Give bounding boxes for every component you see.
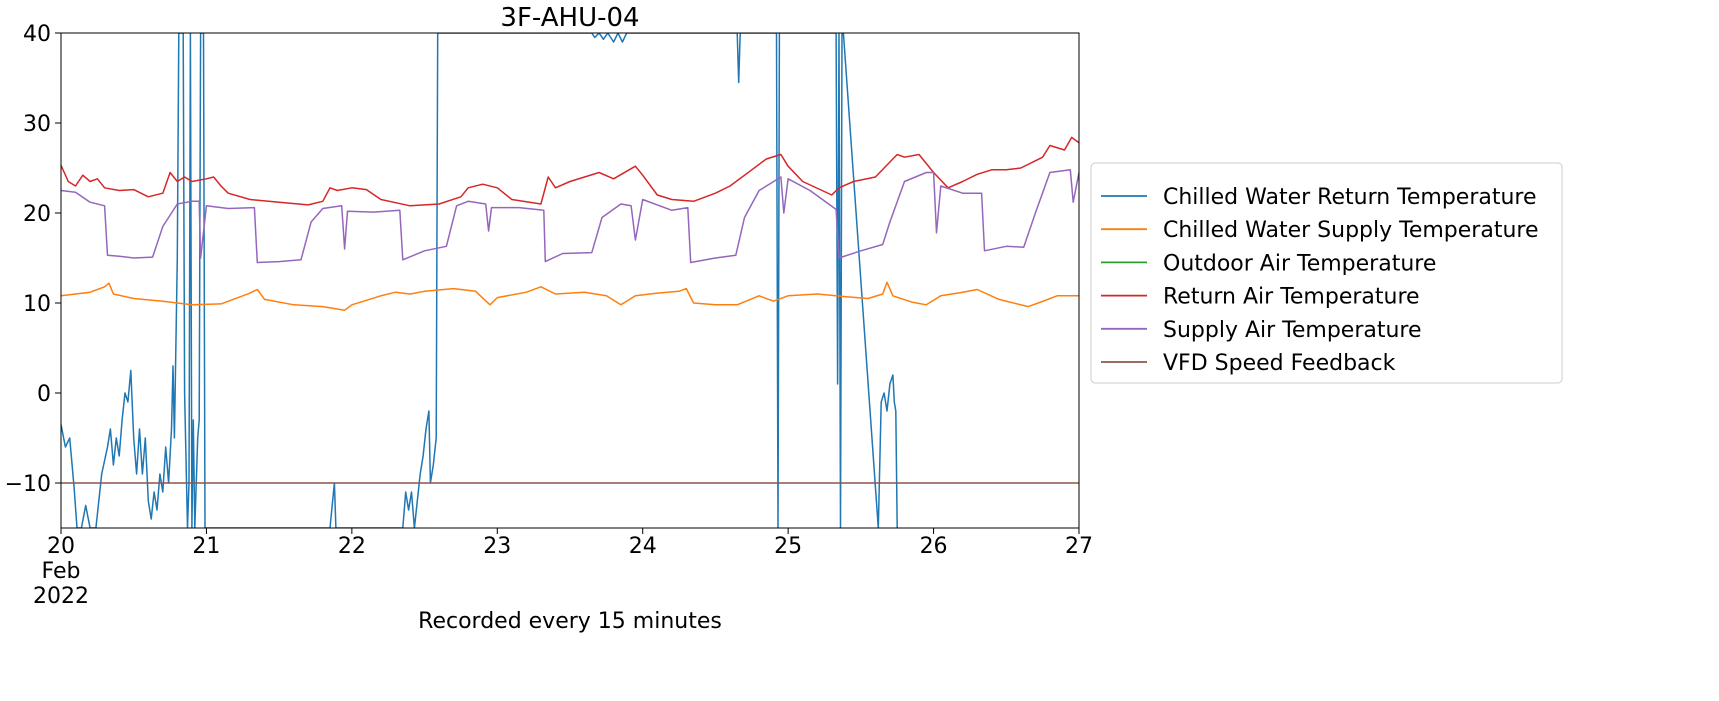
y-tick-label: −10 (5, 472, 51, 497)
x-tick-label: 24 (629, 534, 657, 559)
y-tick-label: 0 (37, 382, 51, 407)
legend: Chilled Water Return Temperature Chilled … (1090, 162, 1563, 384)
legend-label: Return Air Temperature (1163, 285, 1420, 310)
y-tick-label: 10 (23, 292, 51, 317)
x-tick-sublabel: 2022 (33, 584, 89, 609)
series-layer (61, 33, 1079, 528)
series-line-4 (61, 169, 1079, 264)
series-line-0 (61, 33, 898, 528)
legend-label: Supply Air Temperature (1163, 318, 1422, 343)
x-tick-label: 25 (774, 534, 802, 559)
x-tick-sublabel: Feb (42, 559, 81, 584)
y-tick-label: 20 (23, 202, 51, 227)
x-tick-label: 27 (1065, 534, 1093, 559)
x-tick-label: 20 (47, 534, 75, 559)
legend-box (1090, 162, 1563, 384)
x-tick-label: 23 (483, 534, 511, 559)
series-line-3 (61, 136, 1079, 207)
x-axis-label: Recorded every 15 minutes (418, 609, 722, 634)
y-tick-label: 30 (23, 112, 51, 137)
chart-title: 3F-AHU-04 (500, 3, 639, 33)
x-tick-label: 21 (192, 534, 220, 559)
series-line-1 (61, 281, 1079, 311)
x-tick-label: 26 (920, 534, 948, 559)
legend-label: VFD Speed Feedback (1163, 351, 1396, 376)
y-tick-label: 40 (23, 22, 51, 47)
legend-label: Outdoor Air Temperature (1163, 251, 1436, 276)
y-axis: −10 0 10 20 30 40 (5, 22, 61, 497)
x-tick-label: 22 (338, 534, 366, 559)
legend-label: Chilled Water Supply Temperature (1163, 218, 1538, 243)
plot-frame (60, 32, 1080, 529)
legend-label: Chilled Water Return Temperature (1163, 185, 1537, 210)
